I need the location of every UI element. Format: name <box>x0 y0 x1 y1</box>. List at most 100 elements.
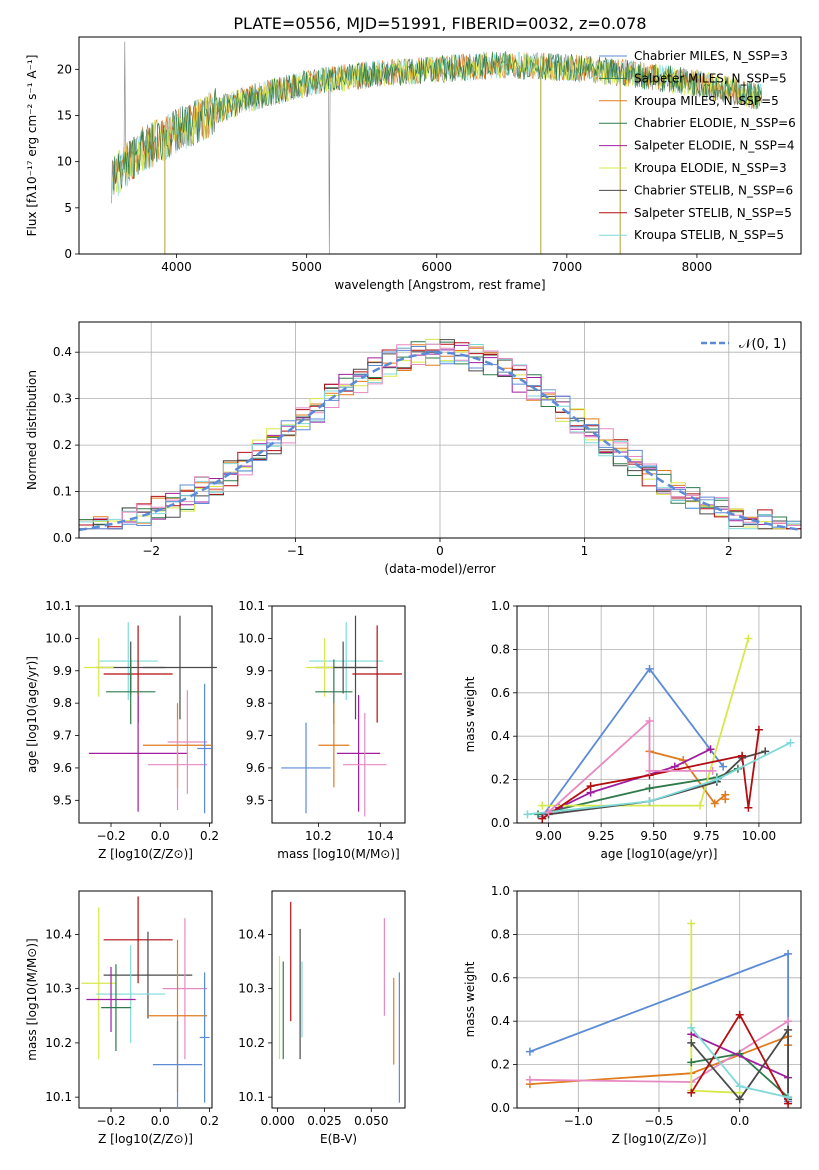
y-tick-label: 10.1 <box>238 1090 265 1104</box>
weight-marker <box>738 751 747 760</box>
error-bar-point <box>143 615 217 720</box>
weight-vs-age-frame <box>516 605 802 824</box>
y-axis-label: age [log10(age/yr)] <box>25 656 39 773</box>
x-tick-label: 10.2 <box>305 829 332 843</box>
weight-marker <box>523 810 532 819</box>
y-tick-label: 10.1 <box>45 599 72 613</box>
y-tick-label: 10.0 <box>238 631 265 645</box>
error-bar-point <box>333 615 378 720</box>
error-bar-point <box>98 622 158 700</box>
x-tick-label: 9.50 <box>640 829 667 843</box>
histogram-step <box>79 343 801 530</box>
weight-vs-Z-frame <box>516 890 802 1109</box>
y-tick-label: 0 <box>64 247 72 261</box>
x-tick-label: −0.2 <box>96 829 125 843</box>
weight-marker <box>708 766 717 775</box>
y-tick-label: 10.0 <box>45 631 72 645</box>
y-tick-label: 1.0 <box>491 884 510 898</box>
x-tick-label: −0.2 <box>96 1114 125 1128</box>
weight-marker <box>710 799 719 808</box>
mass-vs-ebv-axes: 0.000 0.025 0.050 10.1 10.2 10.3 10.4 E(B-V) <box>238 927 388 1146</box>
weight-marker <box>645 797 654 806</box>
spectrum-axes: 4000 5000 6000 7000 8000 0 5 10 15 20 wavelength [… <box>25 55 712 292</box>
y-axis-label: mass [log10(M/M⊙)] <box>25 938 39 1060</box>
age-vs-mass-frame <box>271 605 406 824</box>
y-tick-label: 1.0 <box>491 599 510 613</box>
x-axis-label: Z [log10(Z/Z⊙)] <box>98 1132 193 1146</box>
x-axis-label: (data-model)/error <box>384 562 495 576</box>
weight-marker <box>645 717 654 726</box>
x-tick-label: −1 <box>287 544 305 558</box>
y-tick-label: 10.4 <box>238 927 265 941</box>
y-tick-label: 9.8 <box>53 696 72 710</box>
weight-marker <box>735 1095 744 1104</box>
y-tick-label: 9.5 <box>246 793 265 807</box>
y-tick-label: 10 <box>57 155 72 169</box>
weight-marker <box>525 1047 534 1056</box>
y-tick-label: 0.0 <box>53 531 72 545</box>
x-axis-label: age [log10(age/yr)] <box>601 847 718 861</box>
error-bar-point <box>83 638 114 697</box>
x-tick-label: 5000 <box>291 260 322 274</box>
y-tick-label: 10.4 <box>45 927 72 941</box>
weight-marker <box>744 634 753 643</box>
legend-entry: Salpeter ELODIE, N_SSP=4 <box>634 139 795 153</box>
error-bar-point <box>147 719 208 811</box>
error-bar-point <box>101 964 131 1052</box>
x-tick-label: 9.25 <box>588 829 615 843</box>
y-axis-label: Flux [fλ10⁻¹⁷ erg cm⁻² s⁻¹ A⁻¹] <box>25 55 39 237</box>
weight-marker <box>754 725 763 734</box>
error-bar-point <box>352 625 402 723</box>
x-tick-label: −2 <box>142 544 160 558</box>
weight-marker <box>538 814 547 823</box>
y-tick-label: 10.2 <box>238 1036 265 1050</box>
weight-series <box>645 747 730 808</box>
y-tick-label: 9.5 <box>53 793 72 807</box>
x-tick-label: 0.025 <box>307 1114 341 1128</box>
mass-vs-Z-frame <box>78 890 213 1109</box>
figure-title: PLATE=0556, MJD=51991, FIBERID=0032, z=0… <box>233 14 646 33</box>
x-tick-label: 0.0 <box>151 1114 170 1128</box>
y-tick-label: 0.4 <box>53 345 72 359</box>
histogram-step <box>79 346 801 530</box>
weight-marker <box>744 803 753 812</box>
x-tick-label: 0.2 <box>200 829 219 843</box>
weight-line <box>541 729 760 820</box>
y-tick-label: 0.8 <box>491 642 510 656</box>
weight-series <box>687 1023 793 1102</box>
legend-entry: 𝒩(0, 1) <box>739 337 786 352</box>
weight-marker <box>687 919 696 928</box>
weight-marker <box>735 1082 744 1091</box>
y-tick-label: 0.6 <box>491 686 510 700</box>
weight-marker <box>525 1075 534 1084</box>
legend-entry: Chabrier STELIB, N_SSP=6 <box>634 183 793 197</box>
y-tick-label: 0.4 <box>491 1014 510 1028</box>
y-tick-label: 0.0 <box>491 1101 510 1115</box>
x-tick-label: 8000 <box>682 260 713 274</box>
weight-marker <box>645 784 654 793</box>
weight-marker <box>735 1010 744 1019</box>
x-tick-label: 0 <box>436 544 444 558</box>
weight-marker <box>687 1088 696 1097</box>
error-bar-point <box>199 972 210 1103</box>
y-tick-label: 9.6 <box>53 761 72 775</box>
legend-entry: Chabrier ELODIE, N_SSP=6 <box>634 116 796 130</box>
y-tick-label: 10.3 <box>238 982 265 996</box>
x-tick-label: 6000 <box>421 260 452 274</box>
legend-entry: Salpeter STELIB, N_SSP=5 <box>634 206 792 220</box>
weight-series <box>538 664 728 821</box>
y-tick-label: 15 <box>57 108 72 122</box>
spectrum-frame <box>78 36 802 255</box>
age-vs-Z-frame <box>78 605 213 824</box>
weight-marker <box>687 1023 696 1032</box>
y-axis-label: mass weight <box>463 961 477 1037</box>
error-bar-point <box>106 659 156 725</box>
y-tick-label: 0.2 <box>491 773 510 787</box>
x-tick-label: 1 <box>581 544 589 558</box>
weight-series <box>538 725 763 823</box>
y-tick-label: 9.7 <box>53 729 72 743</box>
y-tick-label: 5 <box>64 201 72 215</box>
weight-marker <box>719 762 728 771</box>
weight-marker <box>786 738 795 747</box>
